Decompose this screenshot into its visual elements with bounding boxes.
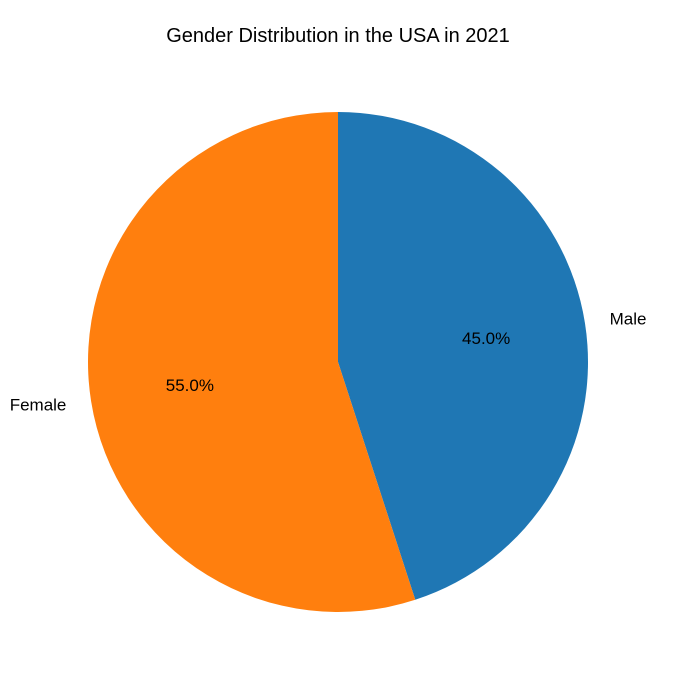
pie-slice-male [338,112,588,600]
category-label-male: Male [610,309,647,328]
percent-label-female: 55.0% [166,376,214,395]
pie-slice-female [87,112,416,612]
chart-title: Gender Distribution in the USA in 2021 [166,25,510,47]
percent-label-male: 45.0% [462,329,510,348]
pie-slices [87,112,588,612]
pie-labels: Male 45.0% Female 55.0% [10,309,647,414]
category-label-female: Female [10,396,67,415]
